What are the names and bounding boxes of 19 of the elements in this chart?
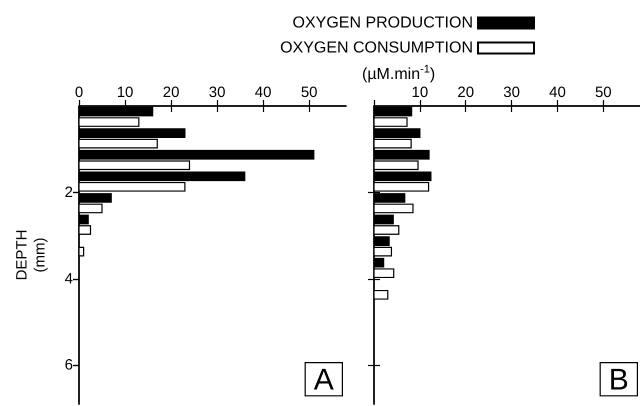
- x-tick-label: 20: [457, 84, 474, 101]
- y-tick-label: 2: [64, 184, 73, 201]
- x-tick-label: 40: [549, 84, 566, 101]
- x-tick-label: 50: [300, 84, 318, 101]
- annotation: B: [608, 364, 629, 397]
- y-tick-label: 6: [64, 356, 73, 374]
- x-tick-label: 50: [594, 84, 612, 101]
- legend-label: OXYGEN PRODUCTION: [292, 14, 473, 32]
- annotation: A: [314, 364, 334, 397]
- x-tick-label: 10: [116, 84, 134, 101]
- legend-label: OXYGEN CONSUMPTION: [280, 40, 473, 56]
- x-tick-label: 30: [503, 84, 520, 101]
- x-tick-label: 0: [74, 84, 84, 101]
- x-tick-label: 10: [412, 84, 428, 101]
- y-tick-label: 4: [64, 270, 73, 288]
- x-tick-label: 20: [162, 84, 180, 101]
- y-axis-title: DEPTH (mm): [14, 230, 48, 280]
- x-tick-label: 30: [208, 84, 226, 101]
- x-tick-label: 40: [254, 84, 272, 101]
